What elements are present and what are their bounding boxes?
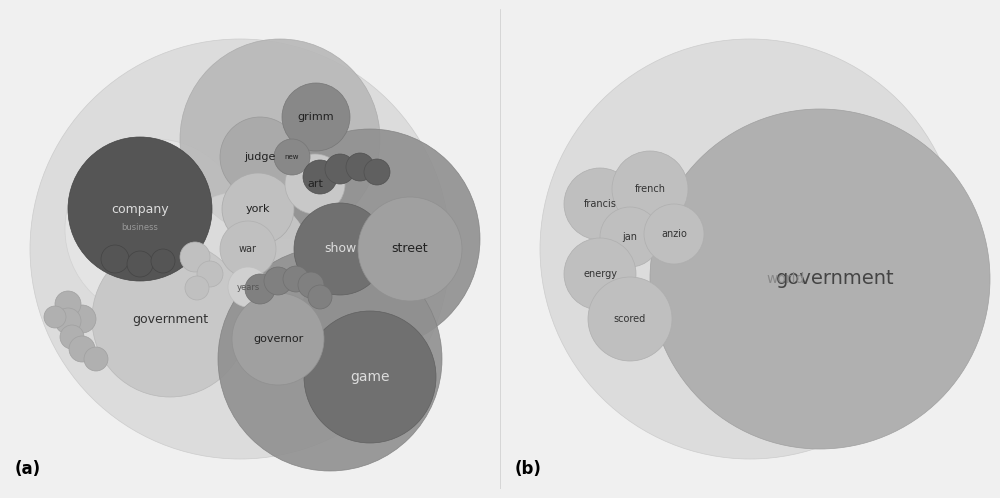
Circle shape — [612, 151, 688, 227]
Text: judge: judge — [244, 152, 276, 162]
Text: (a): (a) — [15, 460, 41, 478]
Text: york: york — [246, 204, 270, 214]
Circle shape — [364, 159, 390, 185]
Circle shape — [283, 266, 309, 292]
Circle shape — [303, 160, 337, 194]
Text: government: government — [132, 313, 208, 326]
Circle shape — [260, 129, 480, 349]
Circle shape — [218, 247, 442, 471]
Circle shape — [285, 154, 345, 214]
Circle shape — [180, 242, 210, 272]
Circle shape — [245, 274, 275, 304]
Text: french: french — [635, 184, 666, 194]
Circle shape — [564, 168, 636, 240]
Circle shape — [101, 245, 129, 273]
Text: world: world — [767, 272, 805, 286]
Circle shape — [650, 109, 990, 449]
Circle shape — [197, 261, 223, 287]
Text: (b): (b) — [515, 460, 542, 478]
Circle shape — [65, 139, 245, 319]
Circle shape — [282, 83, 350, 151]
Text: business: business — [122, 223, 158, 232]
Text: street: street — [392, 243, 428, 255]
Text: new: new — [285, 154, 299, 160]
Circle shape — [60, 325, 84, 349]
Circle shape — [644, 204, 704, 264]
Text: governor: governor — [253, 334, 303, 344]
Circle shape — [151, 249, 175, 273]
Circle shape — [68, 137, 212, 281]
Text: show: show — [324, 243, 356, 255]
Circle shape — [55, 291, 81, 317]
Text: jan: jan — [622, 232, 638, 242]
Circle shape — [298, 272, 324, 298]
Circle shape — [308, 285, 332, 309]
Text: game: game — [350, 370, 390, 384]
Circle shape — [69, 336, 95, 362]
Text: government: government — [776, 269, 894, 288]
Text: anzio: anzio — [661, 229, 687, 239]
Text: company: company — [111, 203, 169, 216]
Circle shape — [92, 241, 248, 397]
Circle shape — [68, 305, 96, 333]
Circle shape — [30, 39, 450, 459]
Circle shape — [84, 347, 108, 371]
Circle shape — [274, 139, 310, 175]
Text: grimm: grimm — [298, 112, 334, 122]
Text: scored: scored — [614, 314, 646, 324]
Circle shape — [600, 207, 660, 267]
Circle shape — [222, 173, 294, 245]
Circle shape — [588, 277, 672, 361]
Circle shape — [55, 308, 81, 334]
Circle shape — [180, 39, 380, 239]
Circle shape — [232, 293, 324, 385]
Text: war: war — [239, 244, 257, 254]
Circle shape — [220, 117, 300, 197]
Circle shape — [346, 153, 374, 181]
Circle shape — [294, 203, 386, 295]
Text: francis: francis — [584, 199, 616, 209]
Circle shape — [185, 276, 209, 300]
Circle shape — [264, 267, 292, 295]
Circle shape — [220, 221, 276, 277]
Text: energy: energy — [583, 269, 617, 279]
Circle shape — [304, 311, 436, 443]
Circle shape — [540, 39, 960, 459]
Circle shape — [228, 267, 268, 307]
Text: years: years — [236, 282, 260, 291]
Circle shape — [127, 251, 153, 277]
Circle shape — [44, 306, 66, 328]
Text: art: art — [307, 179, 323, 189]
Circle shape — [358, 197, 462, 301]
Circle shape — [564, 238, 636, 310]
Circle shape — [168, 192, 312, 336]
Circle shape — [325, 154, 355, 184]
